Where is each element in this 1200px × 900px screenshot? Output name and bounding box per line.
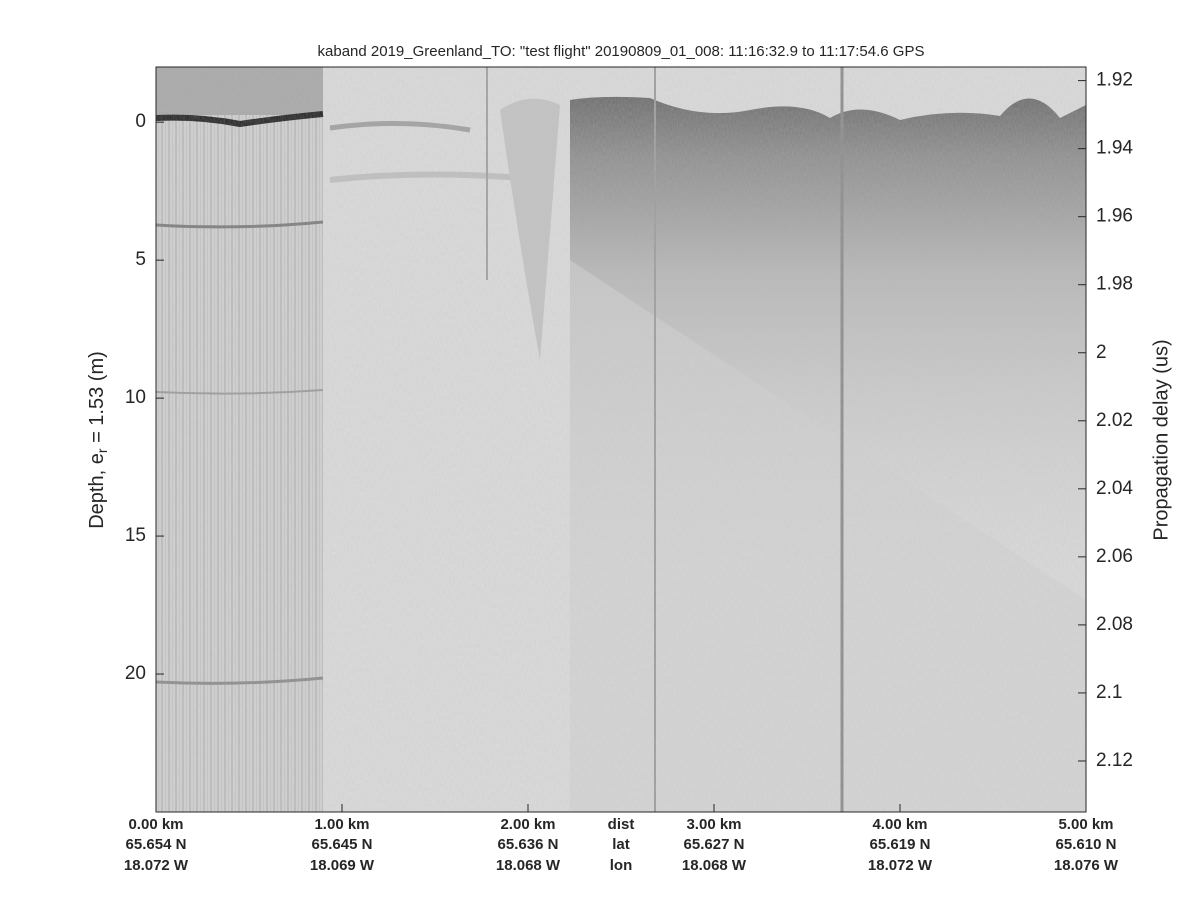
- y2-axis-label: Propagation delay (us): [1150, 339, 1172, 540]
- plot-frame: [155, 66, 1087, 813]
- lon-label: 18.072 W: [124, 857, 189, 874]
- row-label: dist: [608, 816, 635, 833]
- y-label-suffix: = 1.53 (m): [86, 351, 108, 448]
- y-tick-label: 5: [135, 249, 146, 270]
- y-tick-label: 10: [125, 387, 146, 408]
- y2-tick-label: 1.92: [1096, 70, 1133, 91]
- lat-label: 65.627 N: [684, 836, 745, 853]
- lat-label: 65.610 N: [1056, 836, 1117, 853]
- x-tick-label: 1.00 km: [314, 816, 369, 833]
- lat-label: 65.636 N: [498, 836, 559, 853]
- lat-label: 65.654 N: [126, 836, 187, 853]
- y-tick-label: 15: [125, 525, 146, 546]
- x-tick-label: 2.00 km: [500, 816, 555, 833]
- x-tick-label: 4.00 km: [872, 816, 927, 833]
- lon-label: 18.076 W: [1054, 857, 1119, 874]
- x-tick-label: 5.00 km: [1058, 816, 1113, 833]
- y2-tick-label: 1.94: [1096, 138, 1133, 159]
- y-label-subscript: r: [94, 448, 110, 453]
- y2-tick-label: 2.06: [1096, 546, 1133, 567]
- y2-tick-label: 2.12: [1096, 750, 1133, 771]
- lon-label: 18.069 W: [310, 857, 375, 874]
- row-label: lon: [610, 857, 633, 874]
- chart-title: kaband 2019_Greenland_TO: "test flight" …: [318, 43, 925, 60]
- y-axis-label: Depth, er = 1.53 (m): [86, 351, 109, 529]
- y2-tick-label: 2.02: [1096, 410, 1133, 431]
- row-label: lat: [612, 836, 630, 853]
- y-label-text: Depth, e: [86, 453, 108, 529]
- lon-label: 18.068 W: [682, 857, 747, 874]
- lat-label: 65.619 N: [870, 836, 931, 853]
- y2-tick-label: 2.08: [1096, 614, 1133, 635]
- y2-tick-label: 2.04: [1096, 478, 1133, 499]
- x-tick-label: 0.00 km: [128, 816, 183, 833]
- y2-tick-label: 2: [1096, 342, 1107, 363]
- y-tick-label: 20: [125, 663, 146, 684]
- lon-label: 18.068 W: [496, 857, 561, 874]
- x-tick-label: 3.00 km: [686, 816, 741, 833]
- lat-label: 65.645 N: [312, 836, 373, 853]
- y2-tick-label: 2.1: [1096, 682, 1122, 703]
- y2-tick-label: 1.96: [1096, 206, 1133, 227]
- lon-label: 18.072 W: [868, 857, 933, 874]
- y-tick-label: 0: [135, 111, 146, 132]
- y2-tick-label: 1.98: [1096, 274, 1133, 295]
- echogram-image: [156, 67, 1086, 812]
